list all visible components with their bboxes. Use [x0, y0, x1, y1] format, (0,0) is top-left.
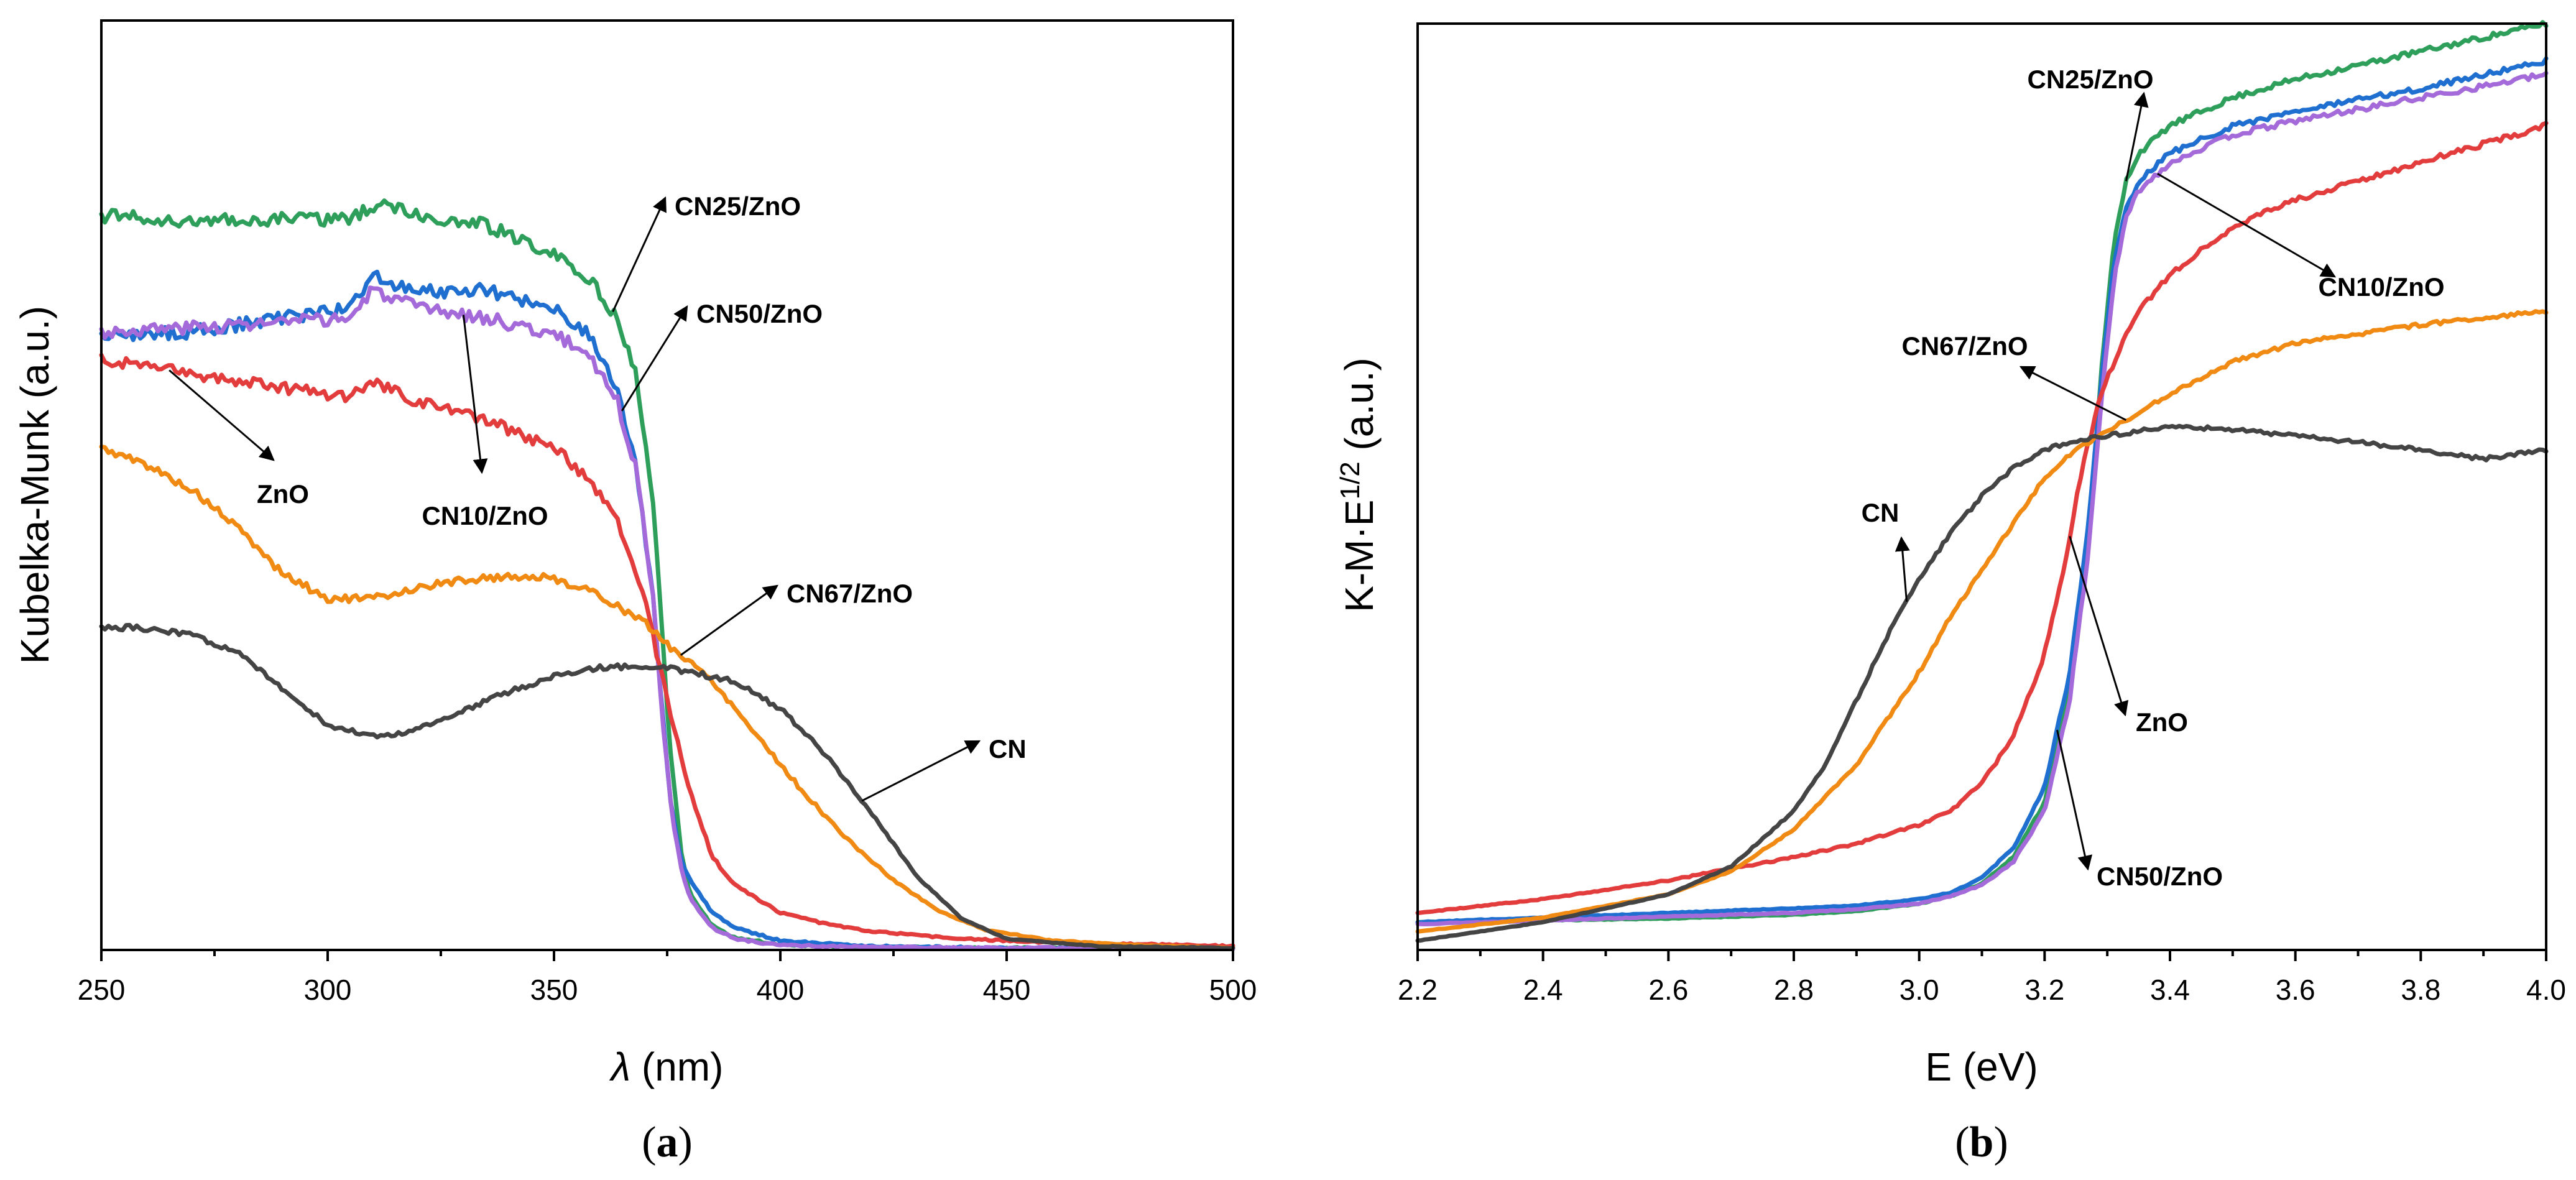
annotation-arrow-cn67-zno-a [680, 584, 778, 656]
y-axis-label-a: Kubelka-Munk (a.u.) [12, 306, 57, 664]
x-tick-label: 400 [757, 974, 805, 1006]
annotation-arrow-cn67-zno-b [2019, 366, 2127, 422]
annotation-label-cn67-zno-a: CN67/ZnO [787, 579, 913, 608]
series-line-cn10-zno-b [1415, 71, 2549, 926]
annotation-arrow-cn50-zno-b [2056, 729, 2093, 871]
x-axis-label-unit-a: (nm) [630, 1044, 723, 1089]
series-line-cn50-zno-b [1415, 56, 2549, 925]
y-axis-label-unit-b: (a.u.) [1337, 357, 1382, 461]
annotation-label-zno-a: ZnO [257, 479, 309, 509]
annotation-arrow-cn25-zno-b [2125, 91, 2149, 182]
x-ticks-a: 250 300 350 400 450 500 [78, 950, 1257, 1006]
annotation-label-cn-a: CN [989, 734, 1027, 763]
x-tick-label: 3.8 [2401, 974, 2440, 1006]
annotation-label-cn50-zno-a: CN50/ZnO [696, 299, 823, 328]
annotation-label-cn67-zno-b: CN67/ZnO [1901, 331, 2028, 361]
annotation-label-cn25-zno-a: CN25/ZnO [675, 191, 801, 221]
annotations-a: CN25/ZnO CN50/ZnO CN10/ZnO ZnO CN67/ZnO CN [169, 191, 1027, 802]
x-tick-label: 3.6 [2276, 974, 2315, 1006]
series-line-zno-a [99, 353, 1235, 949]
annotation-arrow-cn-b [1895, 536, 1910, 602]
x-tick-label: 3.2 [2024, 974, 2064, 1006]
annotations-b: CN25/ZnO CN10/ZnO CN67/ZnO CN ZnO CN50/ZnO [1862, 65, 2445, 891]
y-axis-label-base-b: K-M·E [1337, 500, 1382, 612]
x-tick-label: 4.0 [2526, 974, 2566, 1006]
x-tick-label: 3.0 [1900, 974, 1939, 1006]
series-line-cn50-zno-a [99, 269, 1235, 952]
x-axis-label-symbol-a: λ [609, 1044, 631, 1089]
plot-area-b [1415, 20, 2549, 943]
annotation-arrow-cn-a [861, 740, 981, 802]
x-tick-label: 300 [304, 974, 352, 1006]
x-tick-label: 350 [530, 974, 578, 1006]
plot-area-a [99, 198, 1235, 952]
annotation-arrow-cn50-zno-a [621, 305, 688, 412]
series-line-cn10-zno-a [99, 285, 1235, 951]
x-tick-label: 2.6 [1648, 974, 1688, 1006]
series-line-cn25-zno-b [1415, 20, 2549, 924]
x-tick-label: 3.4 [2150, 974, 2190, 1006]
annotation-arrow-zno-a [169, 369, 275, 461]
x-tick-label: 2.2 [1398, 974, 1438, 1006]
annotation-arrow-cn25-zno-a [612, 196, 667, 313]
panel-caption-letter-a: a [657, 1118, 678, 1166]
series-line-cn67-zno-b [1415, 309, 2549, 934]
panel-a: 250 300 350 400 450 500 Kubelka-Munk (a.u.) λ… [12, 19, 1257, 1166]
annotation-label-cn-b: CN [1862, 498, 1900, 527]
annotation-arrow-zno-b [2069, 536, 2129, 717]
panel-caption-b: (b) [1955, 1118, 2008, 1166]
x-axis-label-a: λ (nm) [609, 1044, 724, 1089]
series-line-zno-b [1415, 121, 2549, 915]
panel-caption-a: (a) [642, 1118, 693, 1166]
y-axis-label-b: K-M·E1/2 (a.u.) [1335, 357, 1382, 612]
series-line-cn25-zno-a [99, 198, 1235, 952]
annotation-label-zno-b: ZnO [2136, 708, 2188, 737]
annotation-arrow-cn10-zno-b [2157, 173, 2337, 278]
series-line-cn-b [1415, 423, 2549, 943]
x-tick-label: 250 [78, 974, 126, 1006]
annotation-label-cn10-zno-b: CN10/ZnO [2318, 272, 2444, 302]
annotation-label-cn50-zno-b: CN50/ZnO [2097, 862, 2223, 891]
x-ticks-b: 2.2 2.4 2.6 2.8 3.0 3.2 3.4 3.6 3.8 4.0 [1398, 950, 2566, 1006]
series-line-cn-a [99, 622, 1235, 951]
x-tick-label: 2.4 [1523, 974, 1563, 1006]
x-axis-label-b: E (eV) [1925, 1044, 2038, 1089]
annotation-label-cn10-zno-a: CN10/ZnO [422, 501, 548, 530]
panel-caption-letter-b: b [1970, 1118, 1994, 1166]
y-axis-label-sup-b: 1/2 [1335, 461, 1365, 499]
annotation-label-cn25-zno-b: CN25/ZnO [2027, 65, 2153, 94]
x-tick-label: 450 [983, 974, 1031, 1006]
x-tick-label: 500 [1209, 974, 1257, 1006]
panel-b: 2.2 2.4 2.6 2.8 3.0 3.2 3.4 3.6 3.8 4.0 K-M·E1/2 … [1335, 20, 2566, 1166]
x-tick-label: 2.8 [1774, 974, 1814, 1006]
annotation-arrow-cn10-zno-a [462, 315, 488, 474]
axes-frame-b [1416, 22, 2547, 951]
